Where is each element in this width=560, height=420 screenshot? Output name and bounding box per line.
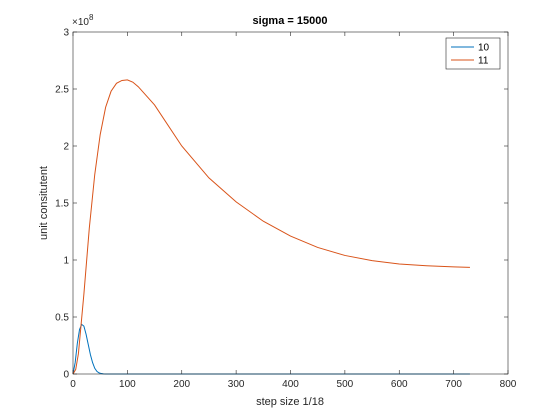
x-tick-label: 600: [391, 379, 408, 390]
x-tick-label: 0: [70, 379, 76, 390]
legend-label-11: 11: [478, 56, 489, 67]
y-exponent-base: ×10: [72, 17, 89, 28]
x-tick-label: 300: [228, 379, 245, 390]
y-tick-label: 1: [63, 256, 69, 267]
y-tick-label: 0.5: [55, 313, 69, 324]
x-tick-label: 100: [119, 379, 136, 390]
y-exponent-label: ×108: [72, 13, 94, 28]
legend-box: [445, 37, 501, 70]
x-tick-label: 200: [173, 379, 190, 390]
y-tick-label: 3: [63, 28, 69, 39]
x-tick-label: 700: [445, 379, 462, 390]
plot-area: [73, 32, 508, 374]
x-tick-label: 500: [337, 379, 354, 390]
y-tick-label: 0: [63, 370, 69, 381]
x-tick-label: 800: [500, 379, 517, 390]
x-tick-label: 400: [282, 379, 299, 390]
x-axis-label: step size 1/18: [256, 396, 324, 408]
legend-label-10: 10: [478, 43, 490, 54]
y-exponent-power: 8: [89, 13, 94, 22]
chart-title: sigma = 15000: [253, 15, 328, 27]
axes-layer: 0 100 200 300 400 500 600 700 800 0 0.5 1 1.5 2 2.5 3: [55, 28, 517, 391]
series-line-11: [72, 79, 470, 375]
y-axis-label: unit consitutent: [38, 166, 50, 240]
y-tick-label: 2.5: [55, 85, 69, 96]
y-tick-label: 2: [63, 142, 69, 153]
y-tick-label: 1.5: [55, 199, 69, 210]
